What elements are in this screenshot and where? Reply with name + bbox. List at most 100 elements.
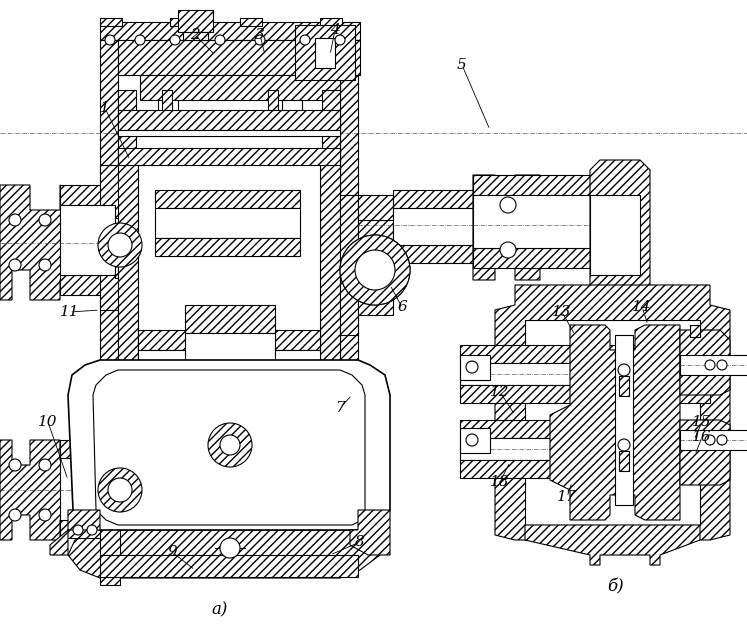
Bar [282,100,302,120]
Text: 3: 3 [255,28,265,42]
Text: 13: 13 [552,305,571,319]
Circle shape [87,525,97,535]
Bar [358,195,393,220]
Circle shape [105,35,115,45]
Bar [460,355,490,380]
Circle shape [108,478,132,502]
Bar [619,451,629,471]
Polygon shape [68,360,390,530]
Circle shape [98,468,142,512]
Polygon shape [525,320,700,525]
Circle shape [170,35,180,45]
Circle shape [9,214,21,226]
Bar [460,428,490,453]
Bar [615,335,633,505]
Bar [100,555,358,577]
Polygon shape [93,370,365,525]
Bar [185,333,275,378]
Bar [115,218,123,243]
Bar [200,475,260,490]
Text: 17: 17 [557,490,577,504]
Circle shape [135,35,145,45]
Bar [155,190,300,208]
Circle shape [108,233,132,257]
Bar [100,22,360,40]
Circle shape [466,361,478,373]
Circle shape [208,423,252,467]
Bar [268,90,278,120]
Circle shape [220,435,240,455]
Text: 15: 15 [692,415,712,429]
Circle shape [717,360,727,370]
Bar [240,18,262,26]
Bar [460,438,710,460]
Circle shape [355,250,395,290]
Polygon shape [495,285,730,540]
Circle shape [300,35,310,45]
Bar [100,40,118,530]
Bar [118,40,360,75]
Bar [619,376,629,396]
Circle shape [335,35,345,45]
Polygon shape [473,175,555,280]
Circle shape [340,235,410,305]
Text: 9: 9 [167,545,177,559]
Text: 7: 7 [335,401,345,415]
Bar [320,18,342,26]
Bar [155,238,300,256]
Bar [118,148,340,168]
Bar [460,345,710,363]
Circle shape [717,435,727,445]
Text: 1: 1 [100,101,110,115]
Text: 16: 16 [692,430,712,444]
Circle shape [618,364,630,376]
Bar [138,380,320,400]
Circle shape [500,197,516,213]
Bar [60,520,115,538]
Bar [473,195,633,248]
Bar [322,90,340,170]
Bar [158,100,178,120]
Circle shape [215,35,225,45]
Bar [138,330,320,350]
Polygon shape [0,185,75,300]
Text: 10: 10 [38,415,58,429]
Bar [138,350,320,380]
Bar [460,363,710,385]
Bar [183,32,208,40]
Bar [340,40,358,530]
Bar [473,248,633,268]
Bar [178,10,213,32]
Circle shape [353,248,397,292]
Bar [100,165,120,310]
Bar [60,458,115,520]
Circle shape [340,235,410,305]
Circle shape [39,259,51,271]
Polygon shape [680,420,730,485]
Circle shape [705,360,715,370]
Circle shape [466,434,478,446]
Text: 18: 18 [490,475,509,489]
Bar [120,455,140,480]
Circle shape [220,538,240,558]
Bar [590,195,640,275]
Bar [690,325,700,337]
Bar [118,130,340,136]
Bar [100,18,122,26]
Circle shape [9,509,21,521]
Bar [185,378,275,406]
Bar [340,195,358,335]
Circle shape [618,439,630,451]
Bar [170,18,192,26]
Circle shape [705,435,715,445]
Circle shape [500,242,516,258]
Polygon shape [550,325,680,520]
Circle shape [73,525,83,535]
Bar [115,248,123,278]
Bar [60,440,115,458]
Text: 4: 4 [330,23,340,37]
Bar [473,200,495,255]
Circle shape [39,214,51,226]
Text: 6: 6 [397,300,407,314]
Bar [120,497,140,522]
